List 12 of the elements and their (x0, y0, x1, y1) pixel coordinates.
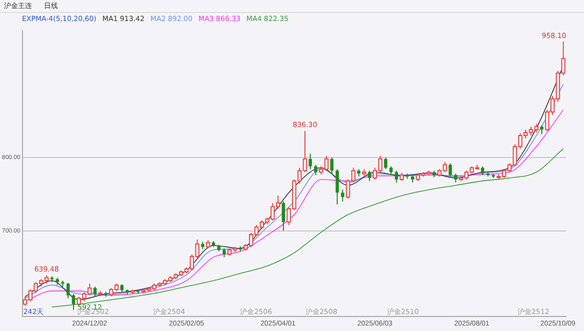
candlestick (336, 168, 339, 205)
candlestick (448, 162, 452, 178)
candlestick (314, 164, 318, 176)
candlestick (308, 153, 312, 170)
candlestick (66, 282, 70, 299)
candlestick (282, 200, 286, 232)
candlestick (341, 189, 344, 202)
candlestick (384, 156, 388, 170)
candlestick (368, 170, 372, 182)
candlestick (93, 286, 97, 298)
candlestick (330, 156, 334, 174)
candlestick (394, 170, 398, 183)
